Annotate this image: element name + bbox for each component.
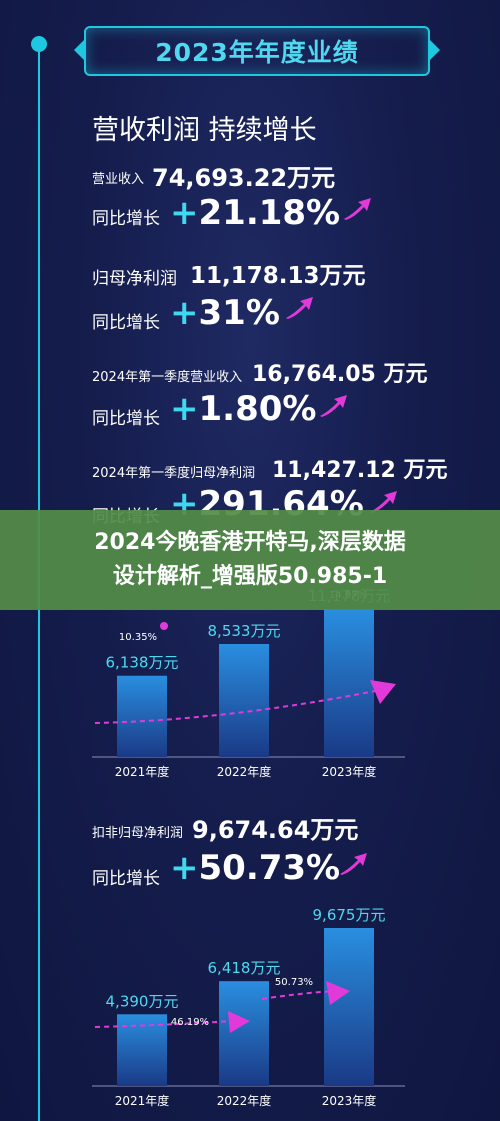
deducted-profit-bar-chart: 4,390万元 2021年度 6,418万元 2022年度 9,675万元 2023年度 4…: [92, 906, 405, 1108]
section-heading: 营收利润 持续增长: [92, 115, 317, 146]
overlay-banner: 2024今晚香港开特马,深层数据 设计解析_增强版50.985-1: [0, 510, 500, 610]
up-arrow-icon: [344, 198, 371, 220]
up-arrow-icon: [320, 395, 347, 417]
metric-value: 16,764.05 万元: [252, 362, 428, 387]
metric-value: 74,693.22万元: [152, 164, 336, 192]
growth-label: 同比增长: [92, 313, 160, 333]
bar-value-label: 6,418万元: [208, 959, 281, 977]
x-tick-label: 2023年度: [322, 1093, 377, 1108]
bar-2022年度: [219, 981, 269, 1086]
bar-value-label: 6,138万元: [106, 654, 179, 672]
growth-value: 31%: [198, 293, 280, 333]
growth-figure: +1.80%: [170, 389, 316, 429]
growth-label: 同比增长: [92, 409, 160, 429]
growth-figure: +21.18%: [170, 193, 340, 233]
page-title: 2023年年度业绩: [155, 38, 359, 67]
growth-figure: +31%: [170, 293, 280, 333]
growth-rate-label: 46.19%: [171, 1017, 209, 1028]
bar-2023年度: [324, 928, 374, 1086]
growth-label: 同比增长: [92, 209, 160, 229]
bar-2022年度: [219, 644, 269, 757]
x-tick-label: 2021年度: [115, 764, 170, 779]
x-tick-label: 2022年度: [217, 1093, 272, 1108]
metric-label: 扣非归母净利润: [92, 826, 184, 841]
trend-dot: [160, 622, 168, 630]
x-tick-label: 2021年度: [115, 1093, 170, 1108]
bar-2023年度: [324, 609, 374, 757]
up-arrow-icon: [370, 491, 397, 513]
growth-label: 同比增长: [92, 869, 160, 889]
metric-value: 11,178.13万元: [190, 263, 366, 289]
banner-line-1: 2024今晚香港开特马,深层数据: [94, 530, 406, 555]
growth-rate-label: 50.73%: [275, 977, 313, 988]
growth-value: 1.80%: [198, 389, 317, 429]
bar-2021年度: [117, 675, 167, 757]
trend-arrow-icon: [370, 680, 396, 704]
plus-sign: +: [170, 193, 199, 233]
plus-sign: +: [170, 389, 199, 429]
growth-rate-label: 10.35%: [119, 632, 157, 643]
up-arrow-icon: [286, 297, 313, 319]
metric-value: 9,674.64万元: [192, 816, 359, 844]
growth-value: 21.18%: [198, 193, 341, 233]
net-profit-bar-chart: 6,138万元2021年度8,533万元2022年度11,178万元2023年度…: [92, 587, 405, 779]
growth-value: 50.73%: [198, 848, 341, 888]
metric-label: 归母净利润: [92, 269, 177, 289]
trend-arrow-icon: [228, 981, 350, 1033]
plus-sign: +: [170, 293, 199, 333]
timeline-dot: [31, 36, 47, 52]
x-tick-label: 2022年度: [217, 764, 272, 779]
metric-value: 11,427.12 万元: [272, 458, 448, 483]
metric-label: 营业收入: [92, 172, 145, 187]
title-banner: 2023年年度业绩: [74, 26, 440, 76]
bar-value-label: 9,675万元: [313, 906, 386, 924]
banner-line-2: 设计解析_增强版50.985-1: [112, 564, 388, 589]
metric-label: 2024年第一季度归母净利润: [92, 466, 256, 481]
x-tick-label: 2023年度: [322, 764, 377, 779]
growth-figure: +50.73%: [170, 848, 340, 888]
trend-line: [94, 689, 381, 724]
up-arrow-icon: [340, 853, 367, 875]
bar-value-label: 8,533万元: [208, 622, 281, 640]
plus-sign: +: [170, 848, 199, 888]
metric-label: 2024年第一季度营业收入: [92, 370, 243, 385]
bar-value-label: 4,390万元: [106, 992, 179, 1010]
